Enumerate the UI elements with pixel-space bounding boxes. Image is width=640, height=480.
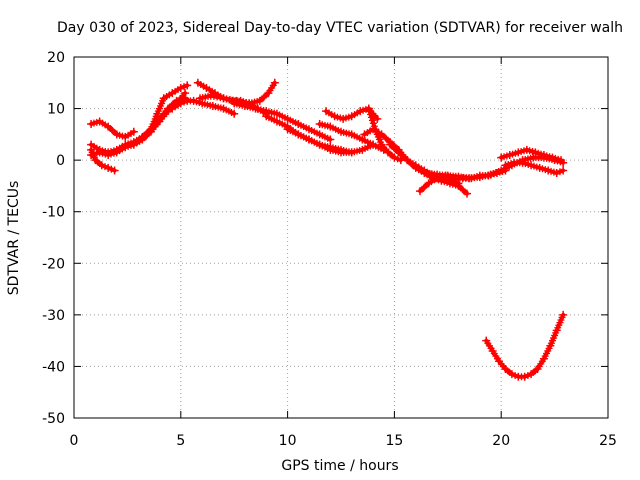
data-point [556,168,564,176]
data-point [183,81,192,90]
data-point [326,135,335,144]
data-layer [87,78,568,381]
x-tick-label: 15 [385,433,403,449]
x-tick-label: 10 [279,433,297,449]
data-point [180,98,188,106]
series-arc-a [87,117,138,141]
data-point [511,371,519,379]
series-arc-t [501,158,568,178]
x-tick-label: 20 [492,433,510,449]
data-point [181,89,190,98]
y-tick-label: 20 [47,50,65,66]
chart-title: Day 030 of 2023, Sidereal Day-to-day VTE… [57,20,623,36]
series-arc-u [482,310,568,381]
y-tick-label: 0 [56,153,65,169]
data-point [463,189,472,198]
y-tick-label: -30 [42,308,65,324]
data-point [110,166,119,175]
data-point [101,163,109,171]
y-axis-label: SDTVAR / TECUs [6,181,22,296]
y-tick-label: -50 [42,411,65,427]
data-point [107,165,115,173]
series-arc-i [230,99,335,144]
x-tick-label: 25 [599,433,617,449]
plot-frame [73,56,609,419]
x-axis-label: GPS time / hours [281,458,398,474]
x-tick-label: 0 [70,433,79,449]
series-arc-s [497,145,566,165]
data-point [373,114,382,123]
data-point [230,109,239,118]
y-tick-label: -10 [42,205,65,221]
tick-layer: 0 5 10 15 20 25 -50 -40 -30 -20 -10 0 10 20 [42,50,617,449]
y-tick-label: -40 [42,359,65,375]
data-point [557,156,566,165]
y-tick-label: -20 [42,256,65,272]
data-point [270,78,279,87]
data-point [559,166,568,175]
series-arc-n [364,104,405,165]
data-point [394,155,402,163]
data-point [559,310,568,319]
data-point [129,127,138,136]
series-arc-e [129,81,192,149]
data-point [524,371,532,379]
data-point [180,83,188,91]
series-arc-f [168,96,239,118]
y-tick-label: 10 [47,102,65,118]
x-tick-label: 5 [176,433,185,449]
